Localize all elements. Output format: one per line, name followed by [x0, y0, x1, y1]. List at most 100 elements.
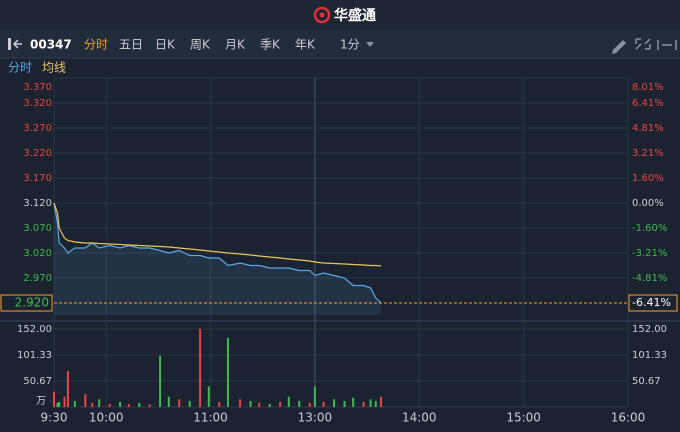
y2-tick-label: 4.81%	[632, 123, 664, 134]
series-line	[53, 202, 382, 304]
y-tick-label: 3.220	[23, 148, 52, 159]
y-tick-label: 101.33	[17, 350, 52, 361]
y-tick-label: 2.970	[23, 273, 52, 284]
expand-icon[interactable]	[635, 38, 651, 50]
x-tick-label: 15:00	[506, 411, 541, 425]
last-change-box	[628, 294, 678, 312]
y2-tick-label: -3.21%	[632, 248, 667, 259]
series-line	[53, 202, 382, 267]
volume-bar	[56, 402, 59, 407]
y2-tick-label: 101.33	[632, 350, 667, 361]
volume-bar	[108, 403, 111, 407]
volume-bar	[249, 400, 252, 407]
volume-bar	[119, 401, 122, 407]
volume-bar	[279, 401, 282, 407]
volume-bar	[287, 396, 290, 407]
x-tick-label: 10:00	[89, 411, 124, 425]
y2-tick-label: 0.00%	[632, 198, 664, 209]
volume-bar	[268, 403, 271, 407]
toolbar	[0, 30, 680, 58]
volume-bar	[352, 397, 355, 407]
y-tick-label: 3.320	[23, 98, 52, 109]
last-price-box	[0, 294, 53, 312]
y-tick-label: 3.070	[23, 223, 52, 234]
legend-entry: 均线	[42, 61, 66, 75]
dropdown-icon[interactable]	[366, 42, 374, 47]
y2-tick-label: 3.21%	[632, 148, 664, 159]
volume-bar	[98, 399, 101, 407]
y-tick-label: 3.370	[23, 82, 52, 93]
volume-bar	[369, 399, 372, 407]
volume-bar	[138, 402, 141, 407]
volume-bar	[91, 402, 94, 407]
volume-bar	[298, 400, 301, 407]
y2-tick-label: -1.60%	[632, 223, 667, 234]
y-tick-label: 3.270	[23, 123, 52, 134]
back-icon[interactable]	[8, 38, 22, 50]
y-tick-label: 3.020	[23, 248, 52, 259]
plot-frame	[53, 77, 629, 408]
y2-tick-label: -4.81%	[632, 273, 667, 284]
stock-code: 00347	[30, 38, 72, 52]
volume-bar	[380, 396, 383, 407]
volume-bar	[84, 394, 87, 407]
price-area	[54, 203, 382, 315]
volume-bar	[127, 403, 130, 407]
volume-bar	[188, 400, 191, 407]
volume-bar	[239, 399, 242, 407]
y2-tick-label: 8.01%	[632, 82, 664, 93]
y2-tick-label: 152.00	[632, 324, 667, 335]
volume-unit: 万	[36, 396, 46, 407]
edit-icon[interactable]	[612, 40, 626, 54]
last-change: -6.41%	[632, 296, 671, 309]
tab[interactable]: 周K	[190, 38, 211, 52]
volume-bar	[226, 337, 229, 407]
brand-logo	[313, 6, 331, 24]
y-tick-label: 50.67	[23, 376, 52, 387]
volume-bar	[313, 386, 316, 407]
brand: 华盛通	[334, 7, 376, 24]
x-tick-label: 16:00	[611, 411, 646, 425]
volume-bar	[258, 402, 261, 407]
volume-bar	[362, 401, 365, 407]
volume-bar	[148, 404, 151, 407]
fullscreen-icon[interactable]	[657, 40, 677, 50]
volume-bar	[374, 400, 377, 407]
y-tick-label: 3.120	[23, 198, 52, 209]
volume-bar	[308, 402, 311, 407]
volume-bar	[333, 399, 336, 407]
volume-bar	[178, 399, 181, 407]
tab[interactable]: 年K	[295, 38, 316, 52]
x-tick-label: 14:00	[402, 411, 437, 425]
last-price: 2.920	[15, 296, 49, 310]
x-tick-label: 9:30	[41, 411, 68, 425]
header-bar	[0, 0, 680, 30]
tab[interactable]: 季K	[260, 38, 281, 52]
x-tick-label: 13:00	[298, 411, 333, 425]
volume-bar	[73, 400, 76, 407]
volume-bar	[343, 400, 346, 407]
volume-bar	[207, 386, 210, 407]
tab[interactable]: 日K	[155, 38, 176, 52]
volume-bar	[167, 396, 170, 407]
volume-bar	[53, 391, 55, 407]
volume-bar	[199, 329, 202, 407]
x-tick-label: 11:00	[193, 411, 228, 425]
volume-bar	[218, 401, 221, 407]
y2-tick-label: 6.41%	[632, 98, 664, 109]
y-tick-label: 3.170	[23, 173, 52, 184]
legend-entry: 分时	[8, 61, 32, 75]
volume-bar	[159, 355, 162, 407]
y2-tick-label: 1.60%	[632, 173, 664, 184]
tab[interactable]: 月K	[225, 38, 246, 52]
tab[interactable]: 五日	[119, 38, 143, 52]
tab[interactable]: 分时	[84, 38, 108, 52]
interval[interactable]: 1分	[340, 38, 360, 52]
volume-bar	[63, 396, 66, 407]
volume-bar	[58, 401, 61, 407]
y-tick-label: 152.00	[17, 324, 52, 335]
volume-bar	[322, 401, 325, 407]
volume-bar	[66, 371, 69, 407]
